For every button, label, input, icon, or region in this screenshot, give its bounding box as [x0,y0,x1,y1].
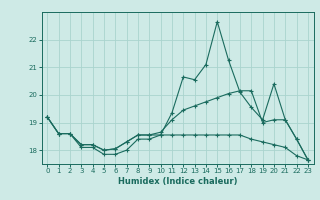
X-axis label: Humidex (Indice chaleur): Humidex (Indice chaleur) [118,177,237,186]
